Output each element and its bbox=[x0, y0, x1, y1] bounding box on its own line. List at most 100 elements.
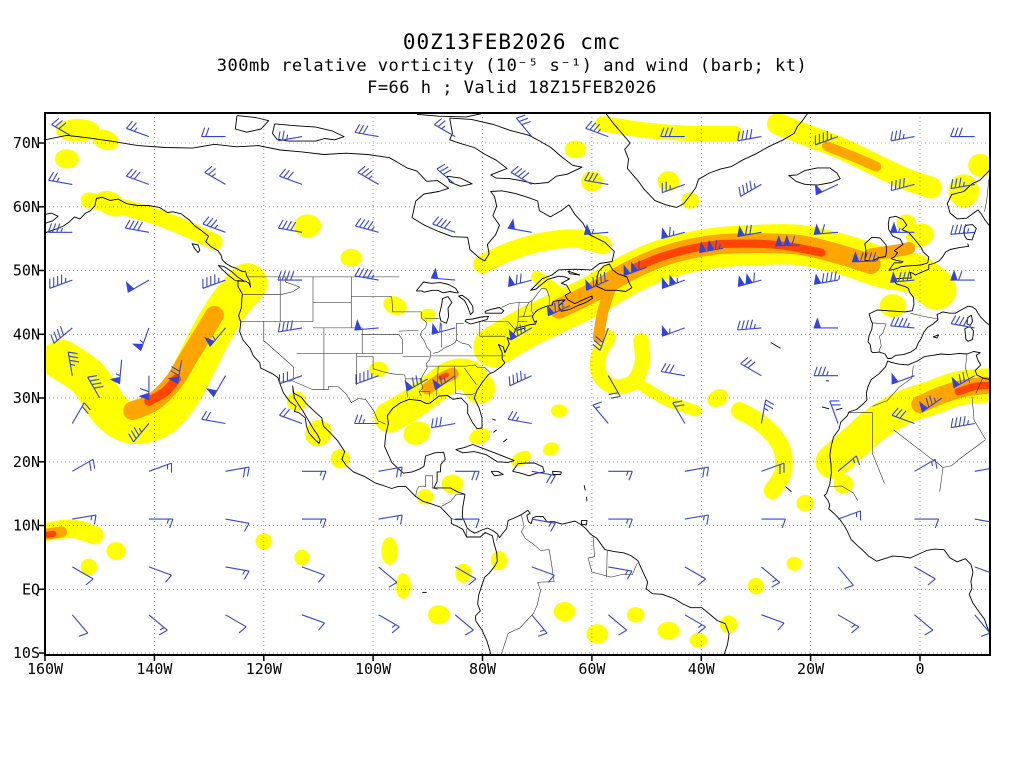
wind-barb bbox=[436, 163, 456, 185]
vorticity-patch bbox=[657, 171, 680, 192]
wind-barb bbox=[167, 359, 183, 385]
wind-barb bbox=[508, 370, 532, 387]
wind-barb bbox=[508, 324, 532, 341]
wind-barb bbox=[889, 221, 915, 233]
wind-barb bbox=[432, 375, 456, 391]
wind-barbs bbox=[47, 114, 990, 637]
vorticity-patch bbox=[564, 140, 587, 159]
wind-barb bbox=[974, 468, 990, 472]
vorticity-patch bbox=[747, 577, 765, 595]
lat-axis-label: 20N bbox=[13, 453, 40, 471]
wind-barb bbox=[950, 177, 975, 190]
wind-barb bbox=[531, 518, 556, 532]
wind-barb bbox=[699, 239, 724, 253]
wind-barb bbox=[737, 129, 762, 142]
map-frame bbox=[39, 112, 991, 661]
vorticity-patch bbox=[381, 537, 398, 565]
wind-barb bbox=[138, 375, 150, 401]
wind-barb bbox=[951, 372, 975, 389]
wind-barb bbox=[661, 324, 685, 337]
wind-barb bbox=[974, 518, 990, 523]
wind-barb bbox=[225, 466, 250, 478]
wind-barb bbox=[950, 416, 975, 429]
wind-barb bbox=[813, 223, 839, 235]
wind-barb bbox=[454, 566, 477, 586]
wind-barb bbox=[507, 410, 532, 425]
wind-barb bbox=[829, 400, 841, 424]
lon-axis-label: 40W bbox=[688, 660, 716, 678]
wind-barb bbox=[607, 375, 621, 399]
wind-barb bbox=[684, 614, 706, 634]
wind-barb bbox=[225, 614, 247, 634]
wind-barb bbox=[204, 165, 226, 185]
wind-barb bbox=[950, 269, 975, 281]
vorticity-patch bbox=[54, 149, 79, 169]
wind-barb bbox=[454, 614, 474, 636]
lon-axis-label: 0 bbox=[915, 660, 924, 678]
wind-barb bbox=[608, 566, 633, 580]
vorticity-patch bbox=[403, 421, 431, 445]
wind-barb bbox=[277, 219, 303, 233]
wind-barb bbox=[914, 458, 938, 472]
chart-run-title: 00Z13FEB2026 cmc bbox=[402, 30, 622, 54]
lat-axis-label: 70N bbox=[13, 134, 40, 152]
wind-barb bbox=[737, 272, 762, 287]
wind-barb bbox=[131, 327, 150, 352]
wind-barb bbox=[87, 375, 104, 399]
wind-barb bbox=[890, 271, 915, 283]
wind-barb bbox=[950, 315, 975, 329]
wind-barb bbox=[225, 518, 250, 532]
wind-barb bbox=[546, 299, 571, 317]
wind-barb bbox=[128, 423, 150, 443]
wind-barb bbox=[661, 274, 685, 289]
wind-barb bbox=[148, 614, 168, 636]
wind-barb bbox=[974, 614, 990, 637]
wind-barb bbox=[455, 470, 480, 481]
wind-barb bbox=[608, 470, 633, 481]
chart-field-subtitle: 300mb relative vorticity (10⁻⁵ s⁻¹) and … bbox=[216, 56, 808, 77]
wind-barb bbox=[225, 566, 250, 580]
wind-barb bbox=[684, 566, 706, 586]
wind-barb bbox=[531, 614, 548, 637]
political-borders bbox=[240, 179, 990, 655]
wind-barb bbox=[124, 219, 149, 233]
wind-barb bbox=[430, 416, 456, 429]
vorticity-patch bbox=[469, 428, 491, 445]
wind-barb bbox=[302, 518, 327, 529]
wind-barb bbox=[508, 273, 532, 287]
wind-barb bbox=[125, 120, 150, 138]
wind-barb bbox=[354, 414, 379, 425]
wind-barb bbox=[378, 566, 398, 588]
wind-barb bbox=[48, 171, 73, 185]
vorticity-patch bbox=[330, 448, 351, 469]
wind-barb bbox=[279, 407, 303, 425]
lon-axis-label: 140W bbox=[136, 660, 173, 678]
wind-barb bbox=[354, 319, 379, 331]
vorticity-patch bbox=[689, 632, 708, 648]
wind-barb bbox=[125, 279, 150, 293]
vorticity-patch bbox=[681, 192, 700, 209]
vorticity-patch bbox=[586, 624, 609, 644]
wind-barb bbox=[761, 518, 786, 529]
wind-barb bbox=[660, 127, 685, 138]
vorticity-patch bbox=[368, 361, 389, 377]
wind-barb bbox=[125, 168, 150, 185]
vorticity-patch bbox=[968, 153, 990, 177]
wind-barb bbox=[201, 410, 226, 425]
wind-barb bbox=[72, 566, 94, 586]
wind-barb bbox=[277, 271, 302, 281]
wind-barb bbox=[661, 226, 685, 240]
vorticity-patch bbox=[294, 549, 310, 566]
lon-axis-label: 120W bbox=[246, 660, 283, 678]
wind-barb bbox=[378, 614, 400, 634]
wind-barb bbox=[623, 260, 647, 277]
wind-barb bbox=[302, 470, 327, 481]
vorticity-patch bbox=[455, 563, 472, 583]
wind-barb bbox=[914, 614, 934, 636]
wind-barb bbox=[737, 224, 762, 237]
wind-barb bbox=[891, 372, 915, 385]
lat-axis-label: EQ bbox=[22, 580, 40, 598]
title-block: 00Z13FEB2026 cmc 300mb relative vorticit… bbox=[0, 30, 1024, 98]
wind-barb bbox=[684, 514, 710, 525]
